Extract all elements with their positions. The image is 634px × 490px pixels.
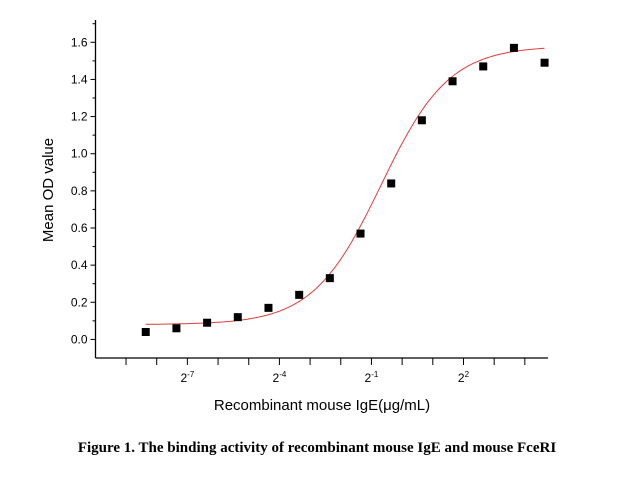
x-tick-exponent: -4 [279,370,287,379]
y-tick-label: 1.0 [71,147,88,161]
y-tick-label: 0.6 [71,221,88,235]
x-tick-label: 2-4 [273,370,287,385]
figure-caption: Figure 1. The binding activity of recomb… [77,440,557,456]
data-point [203,318,212,327]
data-point [356,229,365,238]
x-tick-label: 22 [458,370,470,385]
x-tick-base: 2 [180,371,187,385]
y-axis-title: Mean OD value [40,138,57,242]
y-tick-label: 0.4 [71,258,88,272]
marks [141,43,549,336]
y-tick-label: 0.0 [71,332,88,346]
x-tick-exponent: -1 [371,370,379,379]
x-tick-label: 2-1 [365,370,379,385]
data-point [141,328,150,336]
y-tick-label: 0.2 [71,295,88,309]
x-tick-label: 2-7 [180,370,194,385]
data-point [172,324,181,333]
y-tick-label: 1.2 [71,110,88,124]
data-point [417,116,426,125]
x-tick-exponent: 2 [465,370,470,379]
axes: 0.00.20.40.60.81.01.21.41.62-7 2-4 2-1 22 [71,20,548,385]
y-tick-label: 1.6 [71,35,88,49]
data-point [448,77,457,86]
data-point [540,58,549,67]
data-point [295,290,304,299]
data-point [233,313,242,322]
data-point [264,303,273,312]
data-point [325,274,334,283]
x-tick-base: 2 [273,371,280,385]
data-point [509,43,518,52]
x-tick-base: 2 [458,371,465,385]
fit-curve [145,47,545,325]
y-tick-label: 0.8 [71,184,88,198]
data-point [387,179,396,188]
y-tick-label: 1.4 [71,72,88,86]
x-axis-title: Recombinant mouse IgE(μg/mL) [214,397,430,414]
data-point [479,62,488,71]
x-tick-base: 2 [365,371,372,385]
x-tick-exponent: -7 [187,370,195,379]
chart: 0.00.20.40.60.81.01.21.41.62-7 2-4 2-1 22 M… [40,20,549,414]
